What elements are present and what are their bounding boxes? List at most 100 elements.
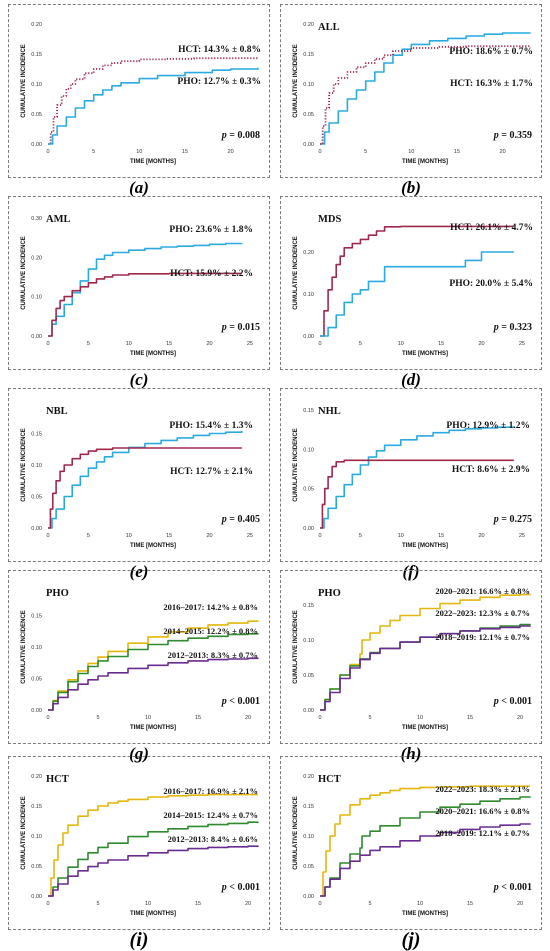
series-label: HCT: 8.6% ± 2.9%: [452, 465, 530, 475]
series-label: PHO: 12.7% ± 0.3%: [177, 77, 261, 87]
series-label: PHO: 23.6% ± 1.8%: [169, 225, 253, 235]
series-label: PHO: 18.6% ± 0.7%: [449, 47, 533, 57]
panel-letter-a: (a): [129, 178, 149, 197]
x-tick-label: 10: [145, 901, 151, 907]
panel-b: CUMULATIVE INCIDENCE TIME [MONTHS] 0.00 0.0…: [280, 4, 542, 197]
panel-title: ALL: [318, 22, 340, 33]
panel-i: CUMULATIVE INCIDENCE TIME [MONTHS] 0.00 0.0…: [8, 756, 270, 950]
y-tick-label: 0.05: [303, 673, 314, 679]
chart-e: CUMULATIVE INCIDENCE TIME [MONTHS] 0.00 0.0…: [21, 406, 260, 549]
x-tick-label: 0: [318, 341, 321, 347]
x-axis-label: TIME [MONTHS]: [130, 911, 176, 917]
p-value: p = 0.405: [221, 514, 260, 525]
y-axis-label: CUMULATIVE INCIDENCE: [293, 236, 299, 310]
p-value: p = 0.275: [493, 514, 532, 525]
y-tick-label: 0.20: [303, 22, 314, 28]
y-tick-label: 0.15: [303, 804, 314, 810]
series-label: 2012–2013: 8.3% ± 0.7%: [168, 650, 258, 660]
x-tick-label: 0: [46, 533, 49, 539]
y-tick-label: 0.10: [31, 82, 42, 88]
series-line: [48, 845, 259, 897]
x-axis-label: TIME [MONTHS]: [402, 159, 448, 165]
series-label: 2018–2019: 12.1% ± 0.7%: [435, 828, 530, 838]
series-label: 2022–2023: 18.3% ± 2.1%: [435, 784, 530, 794]
x-tick-label: 0: [318, 715, 321, 721]
y-tick-label: 0.05: [303, 112, 314, 118]
x-tick-label: 10: [398, 533, 404, 539]
y-tick-label: 0.15: [31, 804, 42, 810]
x-tick-label: 25: [247, 341, 253, 347]
series-line: [320, 785, 530, 897]
panel-g: CUMULATIVE INCIDENCE TIME [MONTHS] 0.00 0.0…: [8, 570, 270, 763]
x-tick-label: 25: [247, 533, 253, 539]
y-tick-label: 0.05: [303, 487, 314, 493]
y-tick-label: 0.10: [303, 82, 314, 88]
y-tick-label: 0.10: [303, 638, 314, 644]
x-axis-label: TIME [MONTHS]: [130, 543, 176, 549]
x-axis-label: TIME [MONTHS]: [402, 911, 448, 917]
x-tick-label: 10: [408, 149, 414, 155]
x-tick-label: 25: [519, 533, 525, 539]
series-label: PHO: 15.4% ± 1.3%: [169, 421, 253, 431]
series-line: [320, 823, 531, 897]
series-label: 2018–2019: 12.1% ± 0.7%: [435, 632, 530, 642]
x-tick-label: 15: [467, 901, 473, 907]
panel-letter-j: (j): [401, 929, 421, 951]
p-value: p = 0.323: [493, 322, 532, 333]
x-tick-label: 15: [195, 901, 201, 907]
panel-letter-g: (g): [129, 744, 149, 763]
y-tick-label: 0.30: [31, 216, 42, 222]
panel-title: PHO: [318, 588, 341, 599]
y-tick-label: 0.20: [303, 774, 314, 780]
x-tick-label: 5: [364, 149, 367, 155]
y-tick-label: 0.10: [303, 834, 314, 840]
series-line: [48, 431, 243, 529]
series-line: [48, 272, 242, 337]
p-value: p = 0.015: [221, 322, 260, 333]
x-tick-label: 15: [166, 533, 172, 539]
x-tick-label: 5: [87, 341, 90, 347]
y-tick-label: 0.05: [303, 864, 314, 870]
series-label: PHO: 20.0% ± 5.4%: [449, 279, 533, 289]
chart-b: CUMULATIVE INCIDENCE TIME [MONTHS] 0.00 0.0…: [293, 22, 533, 165]
series-label: HCT: 15.9% ± 2.2%: [170, 269, 253, 279]
panel-c: CUMULATIVE INCIDENCE TIME [MONTHS] 0.00 0.1…: [8, 196, 270, 389]
series-label: 2012–2013: 8.4% ± 0.6%: [168, 834, 258, 844]
series-label: HCT: 12.7% ± 2.1%: [170, 467, 253, 477]
p-value: p < 0.001: [493, 882, 532, 893]
y-tick-label: 0.05: [31, 495, 42, 501]
x-tick-label: 20: [228, 149, 234, 155]
panel-frame: [280, 756, 542, 930]
y-axis-label: CUMULATIVE INCIDENCE: [293, 428, 299, 502]
panel-frame: [280, 196, 542, 370]
x-tick-label: 15: [195, 715, 201, 721]
chart-j: CUMULATIVE INCIDENCE TIME [MONTHS] 0.00 0.0…: [293, 774, 532, 917]
x-axis-label: TIME [MONTHS]: [130, 725, 176, 731]
panel-frame: [8, 570, 270, 744]
y-tick-label: 0.15: [303, 408, 314, 414]
y-axis-label: CUMULATIVE INCIDENCE: [21, 428, 27, 502]
panel-frame: [8, 388, 270, 562]
x-tick-label: 10: [417, 715, 423, 721]
x-tick-label: 20: [517, 715, 523, 721]
y-axis-label: CUMULATIVE INCIDENCE: [293, 44, 299, 118]
x-axis-label: TIME [MONTHS]: [402, 725, 448, 731]
y-tick-label: 0.00: [303, 894, 314, 900]
chart-i: CUMULATIVE INCIDENCE TIME [MONTHS] 0.00 0.0…: [21, 774, 260, 917]
series-line: [320, 251, 514, 337]
y-tick-label: 0.20: [31, 255, 42, 261]
y-tick-label: 0.15: [31, 52, 42, 58]
series-line: [48, 67, 259, 145]
y-tick-label: 0.00: [303, 526, 314, 532]
series-line: [320, 625, 531, 711]
y-tick-label: 0.20: [303, 250, 314, 256]
panel-letter-e: (e): [129, 562, 149, 581]
panel-frame: [280, 388, 542, 562]
panel-title: HCT: [46, 774, 69, 785]
series-label: 2016–2017: 14.2% ± 0.8%: [163, 602, 258, 612]
y-tick-label: 0.00: [303, 334, 314, 340]
x-tick-label: 5: [87, 533, 90, 539]
y-tick-label: 0.00: [31, 334, 42, 340]
panel-title: NHL: [318, 406, 341, 417]
series-line: [48, 57, 258, 145]
